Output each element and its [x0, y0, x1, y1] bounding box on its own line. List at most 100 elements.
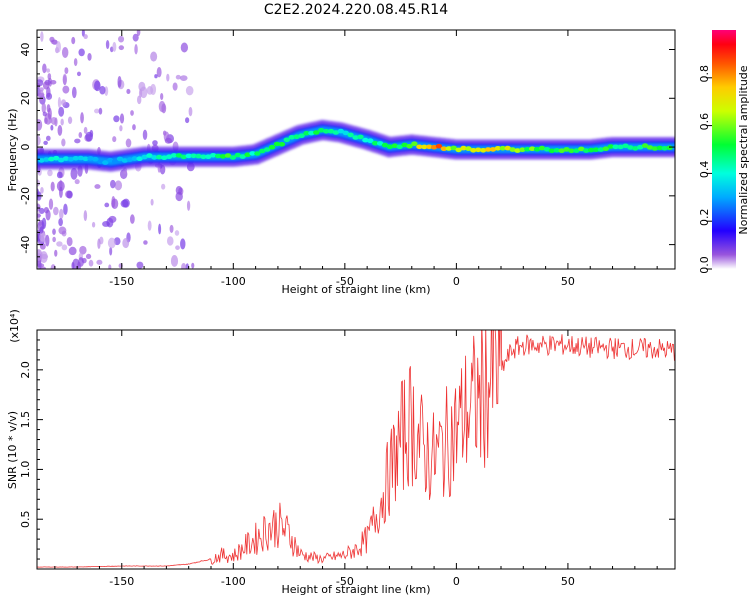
ridge-cell [170, 153, 178, 158]
noise-speckle [37, 179, 40, 187]
ridge-cell [499, 145, 506, 151]
ridge-cell [249, 151, 256, 156]
ridge-cell [533, 147, 541, 152]
ridge-cell [435, 143, 443, 149]
noise-speckle [80, 112, 84, 124]
noise-speckle [76, 71, 81, 77]
noise-speckle [43, 206, 49, 214]
ridge-cell [587, 147, 595, 153]
ridge-cell [568, 148, 575, 154]
ridge-cell [406, 144, 413, 149]
noise-speckle [118, 45, 125, 51]
noise-speckle [68, 246, 77, 256]
noise-speckle [180, 238, 186, 250]
noise-speckle [45, 92, 53, 100]
ridge-cell [430, 144, 438, 150]
noise-speckle [37, 119, 43, 131]
noise-speckle [42, 81, 50, 90]
noise-speckle [66, 190, 73, 199]
noise-speckle [71, 86, 77, 99]
noise-speckle [71, 261, 75, 269]
noise-speckle [47, 73, 52, 80]
ridge-cell [376, 141, 384, 146]
ridge-cell [318, 128, 325, 133]
ridge-cell [480, 148, 487, 153]
ridge-cell [347, 132, 354, 138]
noise-speckle [67, 116, 73, 125]
ridge-cell [268, 144, 276, 150]
noise-speckle [59, 208, 64, 220]
noise-speckle [41, 217, 47, 230]
noise-speckle [175, 74, 181, 80]
noise-speckle [83, 210, 88, 222]
ridge-cell [151, 155, 158, 160]
noise-speckle [142, 129, 148, 141]
top-y-tick-label: -20 [19, 187, 32, 205]
noise-speckle [58, 226, 67, 235]
noise-speckle [83, 126, 88, 134]
noise-speckle [61, 47, 69, 58]
ridge-cell [102, 160, 109, 165]
bottom-y-ticks: 0.5 1.0 1.5 2.0 [19, 339, 675, 560]
ridge-cell [293, 134, 300, 139]
noise-speckle [47, 169, 53, 177]
ridge-cell [146, 153, 153, 158]
bottom-y-axis-label: SNR (10 * v/v) [6, 411, 19, 489]
noise-speckle [97, 238, 101, 250]
noise-speckle [169, 224, 174, 233]
top-y-tick-label: 40 [19, 43, 32, 57]
ridge-cell [445, 146, 452, 151]
noise-speckle [71, 36, 76, 45]
bottom-x-tick-label: 50 [561, 575, 575, 588]
noise-speckle [114, 180, 123, 191]
noise-speckle [188, 106, 193, 117]
top-y-tick-label: 20 [19, 91, 32, 105]
top-x-tick-label: 50 [561, 275, 575, 288]
noise-speckle [52, 236, 56, 243]
ridge-cell [357, 134, 364, 140]
noise-speckle [58, 106, 65, 117]
noise-speckle [130, 110, 134, 116]
ridge-cell [666, 145, 673, 151]
ridge-cell [440, 146, 448, 151]
noise-speckle [166, 236, 174, 246]
noise-speckle [134, 44, 138, 55]
ridge-cell [578, 146, 585, 152]
noise-speckle [150, 51, 158, 62]
bottom-x-axis-label: Height of straight line (km) [281, 583, 430, 596]
bottom-x-tick-label: -100 [221, 575, 246, 588]
noise-speckle [78, 131, 83, 138]
ridge-cell [107, 157, 114, 163]
ridge-cell [583, 148, 590, 153]
ridge-cell [111, 159, 119, 164]
noise-speckle [94, 80, 101, 92]
colorbar-tick-label: 0.8 [698, 65, 711, 83]
ridge-cell [607, 144, 614, 149]
ridge-cell [210, 153, 217, 158]
ridge-cell [460, 145, 467, 151]
noise-speckle [185, 263, 190, 269]
top-y-axis-label: Frequency (Hz) [6, 109, 19, 192]
noise-speckle [37, 249, 43, 261]
noise-speckle [43, 140, 48, 145]
ridge-cell [416, 144, 423, 150]
noise-speckle [107, 237, 116, 249]
heatmap-marks [37, 30, 675, 269]
chart-title: C2E2.2024.220.08.45.R14 [264, 2, 448, 18]
ridge-cell [327, 128, 335, 134]
ridge-cell [254, 151, 261, 156]
noise-speckle [180, 42, 189, 53]
ridge-cell [259, 148, 266, 154]
ridge-cell [563, 147, 570, 152]
ridge-cell [529, 146, 536, 151]
noise-speckle [158, 100, 166, 113]
snr-series-line [37, 330, 675, 568]
noise-speckle [161, 183, 166, 190]
noise-speckle [60, 118, 64, 126]
ridge-cell [411, 141, 418, 146]
noise-speckle [61, 244, 68, 251]
ridge-cell [592, 147, 600, 152]
ridge-cell [519, 147, 526, 152]
noise-speckle [74, 179, 80, 185]
ridge-cell [342, 130, 349, 136]
